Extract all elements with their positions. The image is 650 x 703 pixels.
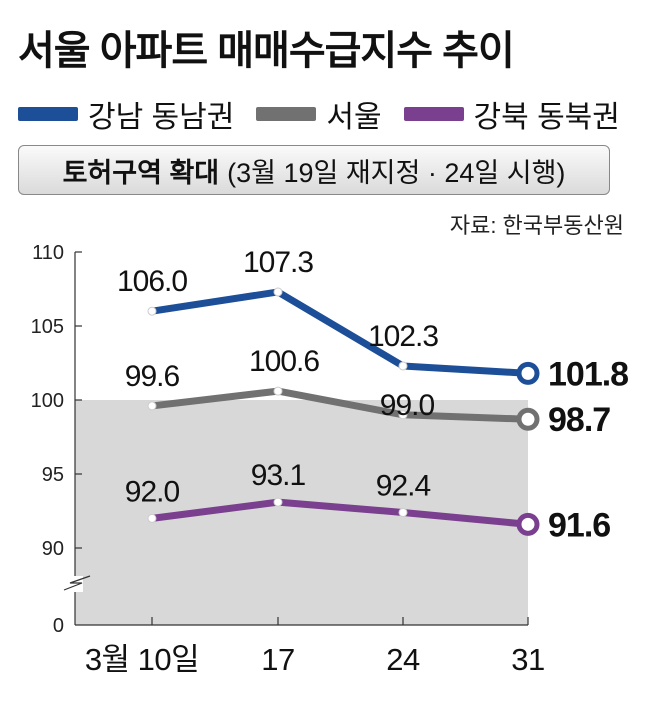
x-tick-label: 31	[511, 642, 544, 677]
chart-title: 서울 아파트 매매수급지수 추이	[18, 29, 515, 73]
policy-note: 토허구역 확대 (3월 19일 재지정 · 24일 시행)	[18, 145, 610, 195]
data-point	[398, 507, 408, 517]
data-point	[273, 287, 283, 297]
data-label: 99.0	[380, 389, 435, 422]
legend-item-seoul: 서울	[256, 92, 382, 136]
y-tick-label: 110	[32, 242, 64, 264]
series-line	[148, 387, 532, 423]
legend-swatch-seoul	[256, 107, 317, 121]
data-label-end: 101.8	[548, 355, 628, 393]
data-point	[273, 386, 283, 396]
policy-note-title: 토허구역 확대	[62, 157, 220, 188]
data-point	[398, 410, 408, 420]
legend-label-gangbuk: 강북 동북권	[473, 101, 620, 134]
data-point	[147, 401, 157, 411]
y-tick-label: 0	[53, 615, 64, 637]
policy-note-detail: (3월 19일 재지정 · 24일 시행)	[227, 157, 566, 188]
data-label: 93.1	[251, 459, 306, 492]
legend-item-gangnam: 강남 동남권	[18, 92, 234, 136]
legend-label-seoul: 서울	[326, 101, 382, 134]
data-label: 100.6	[249, 345, 319, 378]
y-tick-label: 90	[42, 538, 64, 560]
legend-label-gangnam: 강남 동남권	[88, 101, 235, 134]
data-label: 107.3	[243, 246, 313, 279]
data-point-end	[516, 407, 540, 431]
data-point-end	[516, 512, 540, 536]
x-tick-label: 17	[261, 642, 294, 677]
data-point	[398, 361, 408, 371]
y-tick-label: 105	[31, 316, 64, 338]
shaded-below-100	[75, 400, 528, 625]
data-label: 106.0	[117, 265, 187, 298]
data-label: 92.0	[125, 475, 180, 508]
legend-swatch-gangnam	[18, 107, 78, 121]
y-tick-label: 95	[42, 464, 64, 486]
data-label-end: 91.6	[548, 506, 610, 544]
series-line	[148, 288, 532, 377]
data-label: 92.4	[376, 469, 431, 502]
y-tick-label: 100	[31, 390, 64, 412]
data-point	[147, 306, 157, 316]
axis-break-mark	[63, 575, 91, 591]
data-point-end	[516, 361, 540, 385]
data-label: 102.3	[368, 320, 438, 353]
legend-item-gangbuk: 강북 동북권	[403, 92, 620, 136]
data-point	[147, 513, 157, 523]
data-label-end: 98.7	[548, 401, 610, 439]
legend-swatch-gangbuk	[403, 107, 464, 121]
data-point	[273, 497, 283, 507]
legend: 강남 동남권 서울 강북 동북권	[18, 92, 620, 136]
x-tick-label: 24	[386, 642, 420, 677]
data-label: 99.6	[125, 360, 180, 393]
x-tick-label: 3월 10일	[85, 642, 199, 677]
source-note: 자료: 한국부동산원	[449, 213, 624, 238]
series-line	[148, 498, 532, 528]
